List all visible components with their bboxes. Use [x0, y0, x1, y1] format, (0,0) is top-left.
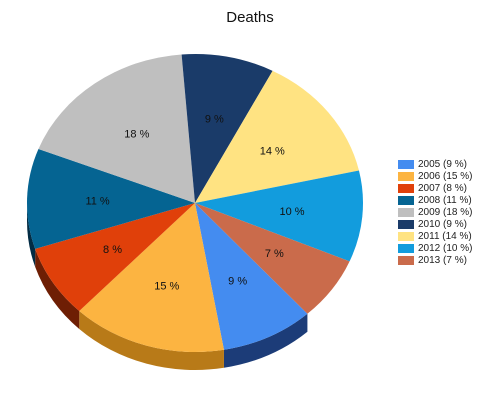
slice-2011[interactable] [195, 70, 359, 203]
slice-2012-label: 10 % [279, 206, 304, 218]
slice-2009[interactable] [38, 54, 195, 203]
legend-item-2012: 2012 (10 %) [398, 242, 472, 254]
legend-label-2011: 2011 (14 %) [418, 230, 472, 242]
legend-label-2006: 2006 (15 %) [418, 170, 473, 182]
slice-2007-side [35, 248, 80, 330]
slice-2010[interactable] [181, 54, 273, 203]
legend-label-2007: 2007 (8 %) [418, 182, 467, 194]
slice-2007[interactable] [35, 203, 196, 312]
slice-2008[interactable] [26, 148, 195, 249]
legend-label-2010: 2010 (9 %) [418, 218, 467, 230]
legend-item-2008: 2008 (11 %) [398, 194, 472, 206]
chart-title: Deaths [226, 9, 274, 26]
legend-swatch-2007 [398, 183, 414, 193]
slice-2010-label: 9 % [205, 113, 224, 125]
legend-label-2005: 2005 (9 %) [418, 158, 467, 170]
legend-label-2009: 2009 (18 %) [418, 206, 473, 218]
slice-2006-label: 15 % [154, 281, 179, 293]
slice-2009-label: 18 % [124, 129, 149, 141]
legend-swatch-2009 [398, 207, 414, 217]
legend-swatch-2011 [398, 231, 414, 241]
legend-swatch-2013 [398, 255, 414, 265]
legend-label-2013: 2013 (7 %) [418, 254, 467, 266]
legend-swatch-2012 [398, 243, 414, 253]
legend-item-2013: 2013 (7 %) [398, 254, 472, 266]
slice-2007-label: 8 % [103, 244, 122, 256]
slice-2005[interactable] [195, 203, 308, 350]
slice-2011-label: 14 % [260, 145, 285, 157]
legend-label-2012: 2012 (10 %) [418, 242, 473, 254]
legend-item-2010: 2010 (9 %) [398, 218, 472, 230]
slice-2008-side [27, 203, 36, 267]
legend-swatch-2005 [398, 159, 414, 169]
slice-2005-label: 9 % [228, 276, 247, 288]
legend-item-2009: 2009 (18 %) [398, 206, 472, 218]
legend-swatch-2008 [398, 195, 414, 205]
slice-2013[interactable] [195, 203, 350, 314]
legend-swatch-2010 [398, 219, 414, 229]
slice-2006-side [79, 311, 224, 370]
pie-slice-labels: 9 % 15 % 8 % 11 % 18 % 9 % 14 % 10 % 7 % [85, 113, 304, 292]
legend-item-2005: 2005 (9 %) [398, 158, 472, 170]
legend-item-2011: 2011 (14 %) [398, 230, 472, 242]
legend-swatch-2006 [398, 171, 414, 181]
slice-2005-side [223, 313, 308, 368]
chart-legend: 2005 (9 %) 2006 (15 %) 2007 (8 %) 2008 (11 … [398, 158, 472, 266]
pie-slices [26, 54, 363, 353]
slice-2012[interactable] [195, 170, 363, 262]
slice-2013-label: 7 % [265, 248, 284, 260]
legend-item-2006: 2006 (15 %) [398, 170, 472, 182]
slice-2006[interactable] [79, 203, 224, 353]
pie-3d-sides [27, 203, 308, 370]
slice-2008-label: 11 % [85, 195, 109, 207]
legend-label-2008: 2008 (11 %) [418, 194, 472, 206]
legend-item-2007: 2007 (8 %) [398, 182, 472, 194]
